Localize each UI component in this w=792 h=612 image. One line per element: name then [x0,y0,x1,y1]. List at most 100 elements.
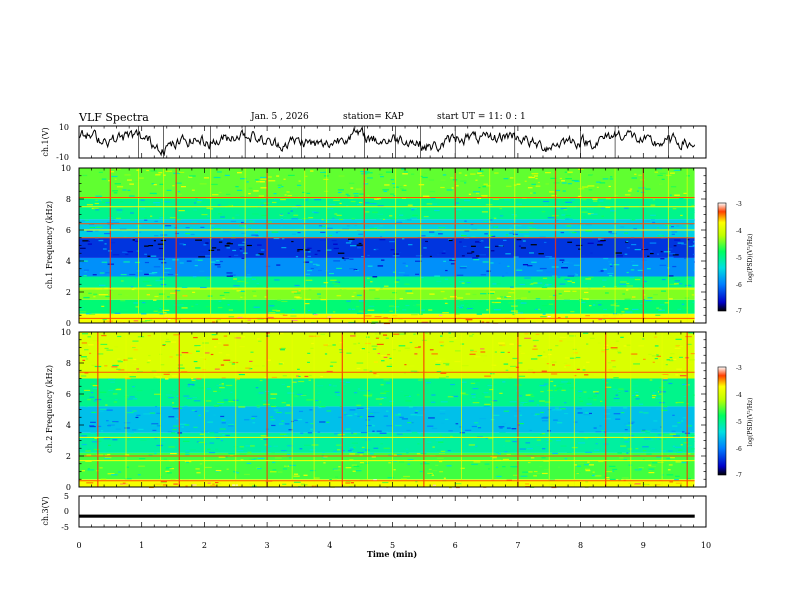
ch1-speckle [284,194,287,196]
ch2-speckle [564,412,569,415]
ch1-speckle [509,232,516,234]
ch2-speckle [153,373,157,375]
ch1-speckle [159,307,163,310]
ch1-speckle [144,219,148,221]
ch2-speckle [500,351,505,353]
ch2-speckle [668,382,673,385]
ch1-speckle [583,216,586,218]
ch1-speckle [110,171,115,173]
ch2-speckle [234,472,239,474]
ch2-speckle [263,438,269,440]
ch1-speckle [131,288,135,291]
ch2-speckle [626,344,631,346]
ch1-speckle [367,195,370,197]
ch1-speckle [379,225,384,227]
ch2-speckle [447,449,451,452]
ch1-speckle [634,248,641,251]
ch2-speckle [354,413,358,415]
ch2-speckle [217,342,222,344]
ch2-speckle [133,398,138,400]
ch2-speckle [487,384,493,387]
ch1-speckle [93,293,98,295]
ch2-speckle [256,468,262,470]
ch2-speckle [80,356,87,358]
ch1-speckle [178,210,185,212]
ch2-speckle [674,347,681,349]
ch1-speckle [349,258,354,260]
ch2-speckle [485,437,490,439]
ch2-speckle [256,405,260,407]
ch2-speckle [293,380,300,383]
ch1-speckle [645,188,651,190]
ch1-speckle [266,221,272,223]
ch2-speckle [637,334,643,336]
ch1-speckle [274,298,279,300]
ch1-speckle [429,231,435,233]
ch2-speckle [557,422,563,424]
ch1-speckle [612,262,616,264]
ch2-speckle [398,345,406,347]
ch1-speckle [656,227,659,229]
ch2-speckle [274,457,282,459]
ch1-speckle [443,260,447,262]
ch2-speckle [491,364,497,366]
ch1-speckle [149,319,153,321]
ch2-speckle [180,423,187,425]
ch2-speckle [432,446,435,448]
ch2-speckle [524,333,529,335]
ch1-speckle [468,308,473,311]
ch1-speckle [206,207,211,209]
ch2-speckle [648,469,652,472]
ch1-speckle [244,282,249,284]
ch1-speckle [178,307,182,309]
ch1-speckle [516,299,521,301]
ch1-speckle [260,178,268,180]
ch1-speckle [656,168,663,170]
ch1-speckle [205,168,209,170]
ch2-speckle [357,388,361,390]
ch2-speckle [399,416,404,418]
ch1-speckle [332,282,339,284]
ch2-speckle [553,385,557,387]
ch2-speckle [137,474,141,476]
ch1-speckle [222,230,230,233]
ch1-speckle [150,255,157,257]
ch1-speckle [691,294,697,296]
ch2-speckle [104,365,108,367]
ch1-speckle [558,293,562,295]
ch2-speckle [423,462,427,464]
ch2-speckle [573,374,577,377]
ch2-speckle [137,347,143,349]
ch2-speckle [409,484,414,486]
ch2-speckle [337,434,342,436]
ch1-speckle [438,233,443,235]
ch2-speckle [563,362,568,364]
ch1-speckle [294,296,300,298]
ch2-speckle [357,451,364,454]
ch2-speckle [137,336,145,338]
ch1-speckle [117,293,123,296]
ch2-speckle [539,384,546,387]
ch1-speckle [585,224,593,226]
ch1-speckle [96,313,103,316]
ch2-speckle [301,393,307,396]
ch1-speckle [331,239,337,242]
ch1-speckle [358,201,363,204]
ch1-speckle [276,175,280,177]
ch2-speckle [645,432,650,434]
ch2-speckle [209,432,215,434]
ch1-speckle [93,296,96,298]
ch1-speckle [658,183,663,185]
ch1-speckle [565,316,568,318]
ch2-speckle [212,483,216,485]
ch2-speckle [160,480,167,483]
ch1-speckle [370,281,373,283]
ch1-speckle [638,186,645,188]
ch2-speckle [91,441,98,443]
ch1-speckle [436,254,440,256]
ch2-speckle [132,340,139,342]
ch2-speckle [586,403,592,405]
ch1-speckle [538,253,544,255]
ch2-speckle [139,458,146,460]
ch2-speckle [612,346,617,348]
